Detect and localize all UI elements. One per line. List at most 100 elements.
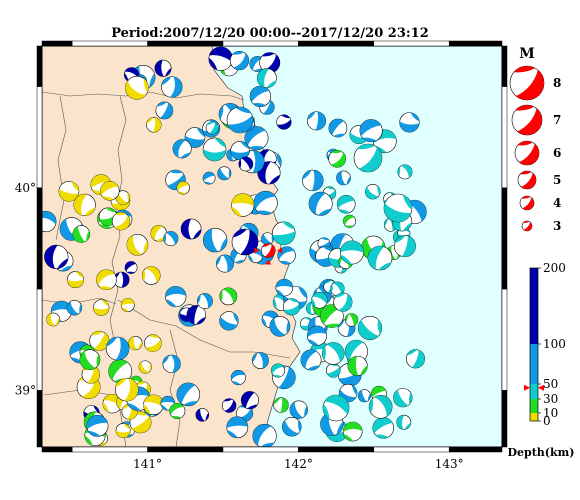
event-166 [282, 416, 302, 437]
event-69 [172, 139, 192, 159]
event-78 [226, 416, 249, 439]
event-22 [100, 181, 120, 201]
event-139 [336, 170, 351, 186]
depth-band-30-50 [530, 384, 538, 399]
event-197 [333, 292, 353, 312]
event-156 [344, 313, 359, 327]
event-91 [169, 402, 186, 419]
event-15 [113, 271, 130, 288]
event-107 [259, 52, 281, 74]
event-55 [114, 377, 139, 402]
event-201 [396, 414, 412, 430]
event-45 [115, 423, 131, 438]
event-159 [306, 325, 327, 346]
event-170 [343, 214, 356, 228]
event-124 [202, 171, 216, 185]
event-9 [72, 225, 91, 243]
event-114 [208, 46, 233, 71]
map-title: Period:2007/12/20 00:00--2017/12/20 23:1… [111, 26, 429, 41]
event-25 [111, 212, 131, 231]
event-158 [276, 114, 292, 130]
magnitude-legend-item-5 [517, 170, 537, 190]
depth-tick-30: 30 [543, 392, 558, 406]
event-112 [249, 85, 272, 107]
event-113 [244, 126, 269, 151]
magnitude-legend-item-3 [521, 220, 533, 232]
event-207 [321, 342, 345, 365]
event-6 [126, 233, 149, 256]
event-36 [144, 334, 162, 353]
event-19 [42, 211, 57, 233]
magnitude-label-3: 3 [553, 219, 561, 233]
event-95 [196, 293, 213, 310]
event-82 [186, 305, 207, 325]
event-18 [66, 300, 83, 316]
event-103 [202, 227, 228, 253]
depth-tick-50: 50 [543, 377, 558, 391]
axis-labels: 141° 142° 143° 40° 39° [15, 181, 464, 471]
event-178 [365, 184, 381, 200]
event-104 [202, 137, 227, 162]
event-212 [367, 245, 393, 271]
event-11 [73, 193, 96, 217]
frame-tick-bars [36, 40, 508, 453]
event-39 [105, 336, 130, 361]
magnitude-label-7: 7 [553, 113, 561, 127]
event-96 [180, 218, 202, 240]
event-62 [176, 181, 190, 195]
event-100 [251, 352, 269, 369]
magnitude-legend-item-8 [509, 65, 545, 101]
depth-tick-0: 0 [543, 414, 551, 428]
lat-tick-39: 39° [15, 383, 36, 397]
event-203 [359, 119, 383, 143]
event-209 [353, 143, 383, 173]
depth-band-10-30 [530, 399, 538, 413]
event-64 [146, 117, 162, 133]
event-192 [328, 149, 347, 168]
highlight-arrow-right [277, 247, 283, 254]
depth-band-50-100 [530, 344, 538, 384]
event-21 [96, 269, 117, 291]
event-97 [141, 266, 161, 285]
event-120 [230, 140, 250, 161]
event-208 [231, 228, 259, 256]
event-77 [165, 285, 187, 308]
highlight-event [254, 243, 283, 265]
magnitude-label-8: 8 [553, 76, 561, 90]
highlight-arrow-bottom [265, 259, 272, 265]
event-205 [393, 235, 416, 258]
event-85 [195, 408, 210, 422]
event-79 [216, 254, 234, 273]
event-75 [160, 395, 176, 411]
depth-tick-200: 200 [543, 261, 566, 275]
event-117 [229, 50, 250, 71]
map-area [42, 46, 502, 447]
event-101 [230, 370, 246, 386]
lat-tick-40: 40° [15, 181, 36, 195]
event-102 [219, 287, 238, 306]
event-67 [125, 75, 149, 100]
event-189 [330, 281, 345, 296]
event-196 [336, 194, 356, 214]
event-150 [342, 421, 363, 442]
magnitude-legend: M 8 7 6 5 4 3 [509, 46, 561, 233]
event-152 [308, 191, 333, 216]
event-210 [383, 193, 413, 223]
event-142 [300, 349, 322, 371]
depth-scale-label: Depth(km) [508, 446, 575, 459]
event-93 [163, 231, 179, 247]
event-151 [328, 118, 348, 138]
event-5 [115, 190, 131, 205]
event-211 [226, 106, 254, 134]
event-199 [399, 112, 420, 133]
event-130 [302, 169, 324, 192]
event-68 [154, 59, 172, 77]
magnitude-legend-item-6 [514, 140, 540, 166]
event-174 [357, 389, 371, 403]
depth-band-100-200 [530, 268, 538, 344]
event-84 [150, 225, 168, 242]
event-35 [138, 360, 152, 374]
event-99 [253, 190, 278, 215]
